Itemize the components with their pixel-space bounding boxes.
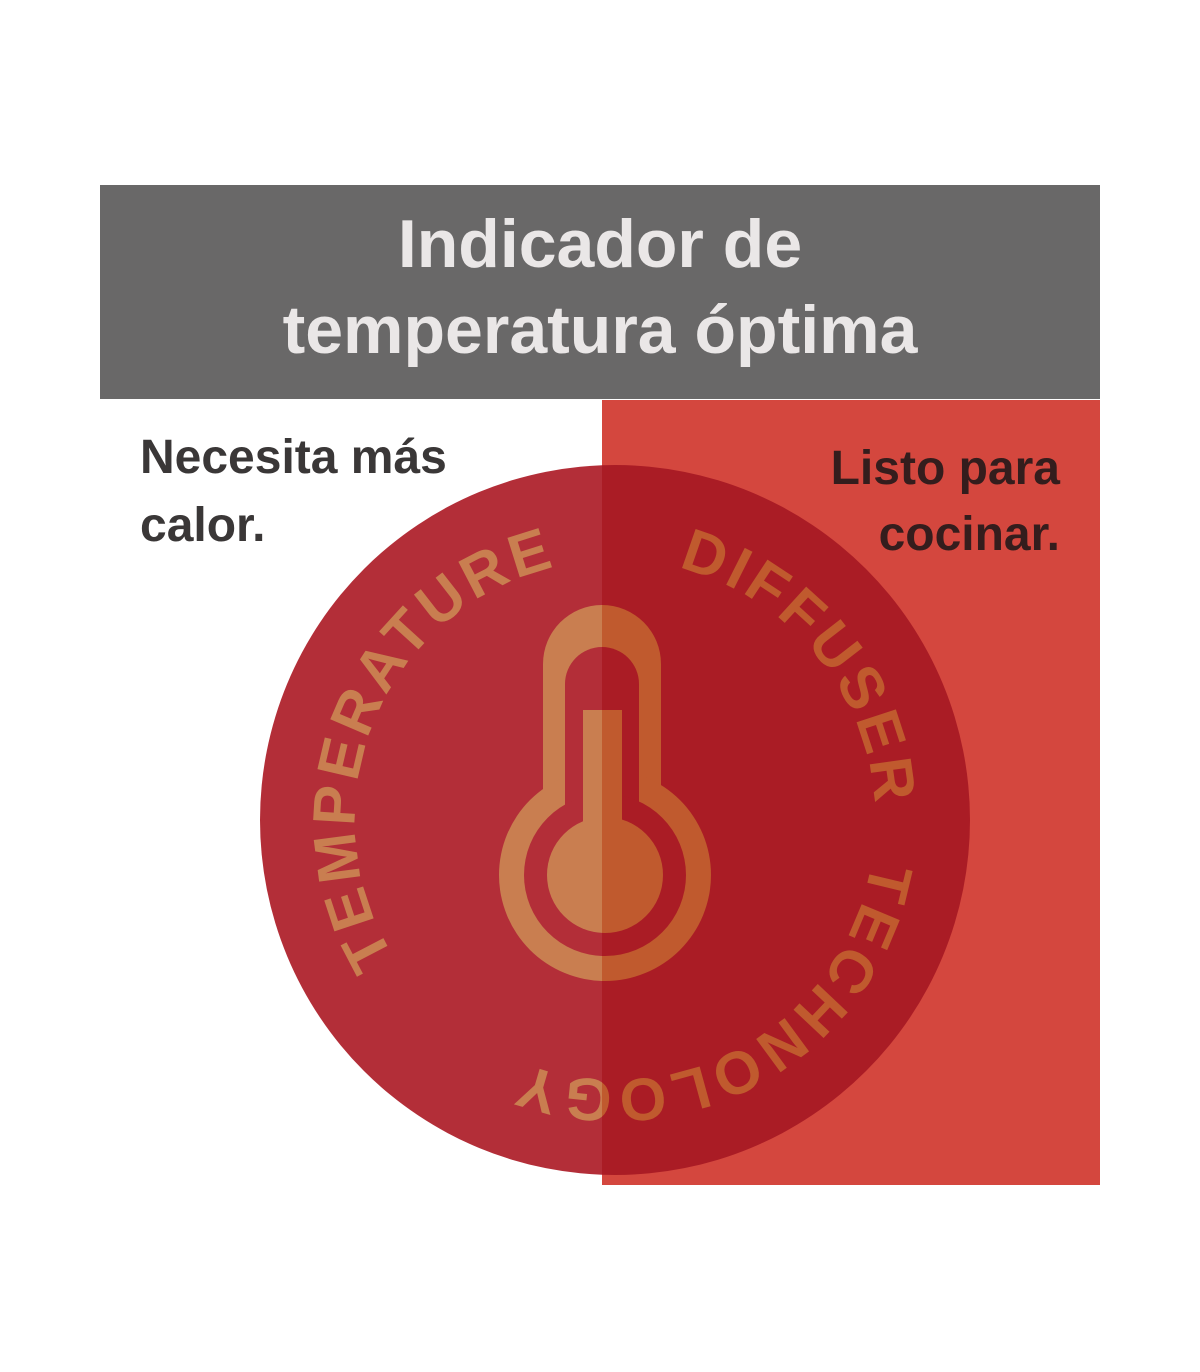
needs-more-heat-line-2: calor.: [140, 499, 266, 552]
ready-to-cook-line-1: Listo para: [830, 442, 1060, 495]
ready-to-cook-note: Listo para cocinar.: [700, 436, 1060, 568]
title-banner: Indicador de temperatura óptima: [100, 185, 1100, 399]
needs-more-heat-line-1: Necesita más: [140, 431, 447, 484]
title-line-1: Indicador de: [397, 206, 803, 282]
title-line-2: temperatura óptima: [282, 292, 918, 368]
ready-to-cook-line-2: cocinar.: [878, 508, 1060, 561]
needs-more-heat-note: Necesita más calor.: [140, 424, 447, 560]
